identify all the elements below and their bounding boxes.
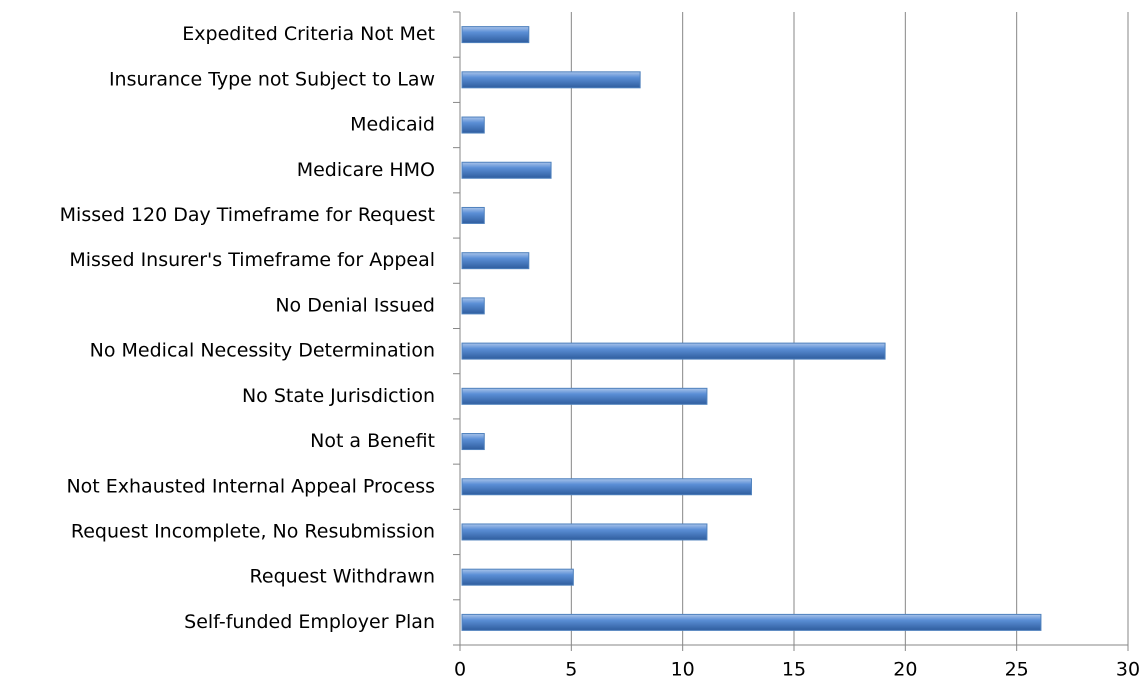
bar-body [461, 613, 1042, 631]
bar-body [461, 297, 485, 315]
y-tick-label: No Medical Necessity Determination [90, 340, 435, 362]
bar [461, 568, 574, 586]
y-tick-label: Expedited Criteria Not Met [182, 23, 435, 45]
bar [461, 478, 752, 496]
x-tick-label: 0 [454, 659, 466, 681]
bar-body [461, 433, 485, 451]
y-tick-label: Request Incomplete, No Resubmission [71, 520, 435, 542]
bar-body [461, 342, 886, 360]
bar-body [461, 252, 530, 270]
bar [461, 613, 1042, 631]
bar [461, 523, 708, 541]
y-tick-label: Missed 120 Day Timeframe for Request [60, 204, 435, 226]
y-tick-label: Request Withdrawn [250, 566, 435, 588]
bar-body [461, 523, 708, 541]
y-tick-label: Insurance Type not Subject to Law [109, 68, 435, 90]
bar [461, 252, 530, 270]
bar-body [461, 116, 485, 134]
bar [461, 116, 485, 134]
y-tick-label: No State Jurisdiction [242, 385, 435, 407]
y-tick-label: No Denial Issued [275, 294, 435, 316]
bar-body [461, 71, 641, 89]
bar [461, 161, 552, 179]
bar [461, 433, 485, 451]
bar-body [461, 206, 485, 224]
x-tick-label: 30 [1116, 659, 1140, 681]
bar [461, 387, 708, 405]
bar-body [461, 568, 574, 586]
bar [461, 297, 485, 315]
x-tick-label: 15 [782, 659, 806, 681]
bar [461, 342, 886, 360]
y-tick-label: Medicare HMO [297, 159, 435, 181]
bar [461, 26, 530, 44]
y-tick-label: Not a Benefit [310, 430, 435, 452]
x-tick-label: 25 [1005, 659, 1029, 681]
x-tick-label: 5 [565, 659, 577, 681]
bar-body [461, 161, 552, 179]
bar-body [461, 387, 708, 405]
bar [461, 71, 641, 89]
bar-body [461, 26, 530, 44]
y-tick-label: Missed Insurer's Timeframe for Appeal [69, 249, 435, 271]
x-tick-label: 10 [671, 659, 695, 681]
y-tick-label: Not Exhausted Internal Appeal Process [66, 475, 435, 497]
x-tick-label: 20 [893, 659, 917, 681]
y-tick-label: Self-funded Employer Plan [184, 611, 435, 633]
bar [461, 206, 485, 224]
y-tick-label: Medicaid [350, 114, 435, 136]
bar-body [461, 478, 752, 496]
